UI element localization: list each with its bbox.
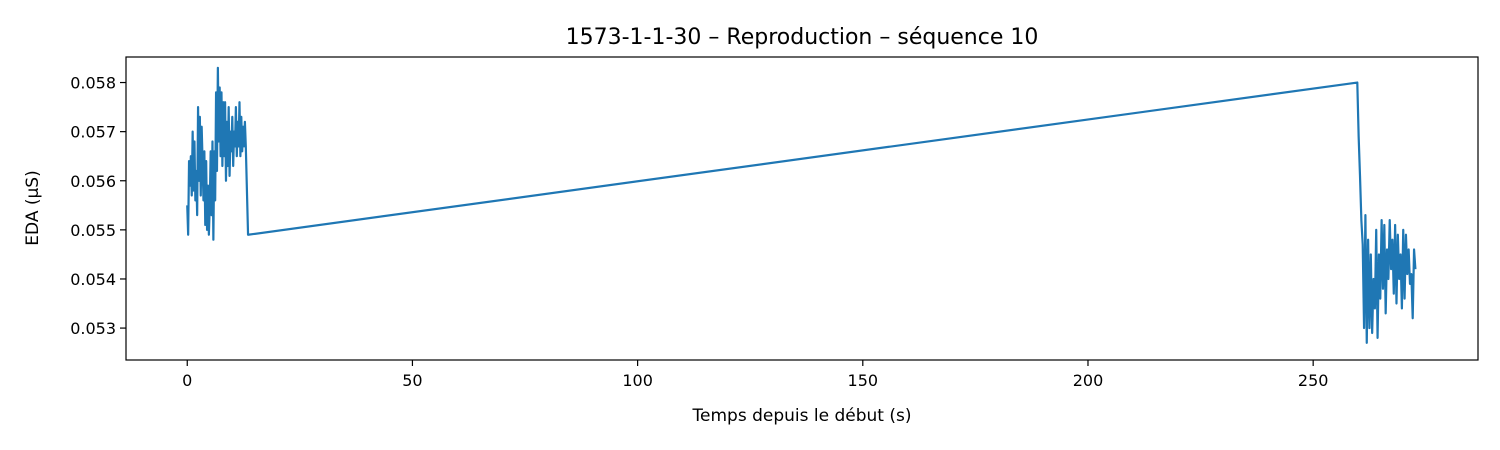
x-axis: 0 50 100 150 200 250 [182,360,1328,390]
x-tick-label: 150 [848,371,879,390]
chart-title: 1573-1-1-30 – Reproduction – séquence 10 [566,25,1039,50]
y-tick-label: 0.057 [70,123,116,142]
x-tick-label: 200 [1073,371,1104,390]
plot-area: 0 50 100 150 200 250 0.0530.0540.0550.0560.05… [70,56,1479,390]
y-tick-label: 0.054 [70,270,116,289]
y-tick-label: 0.055 [70,221,116,240]
x-axis-label: Temps depuis le début (s) [692,406,912,426]
x-tick-label: 100 [622,371,653,390]
x-tick-label: 0 [182,371,192,390]
plot-frame [125,56,1479,361]
x-tick-label: 250 [1298,371,1329,390]
y-tick-label: 0.053 [70,319,116,338]
eda-series-line [186,66,1417,344]
y-tick-label: 0.056 [70,172,116,191]
y-axis: 0.053 0.054 0.055 0.056 0.057 0.058 [70,74,126,338]
x-tick-label: 50 [402,371,422,390]
y-axis-label: EDA (µS) [23,170,43,245]
y-tick-label: 0.058 [70,74,116,93]
